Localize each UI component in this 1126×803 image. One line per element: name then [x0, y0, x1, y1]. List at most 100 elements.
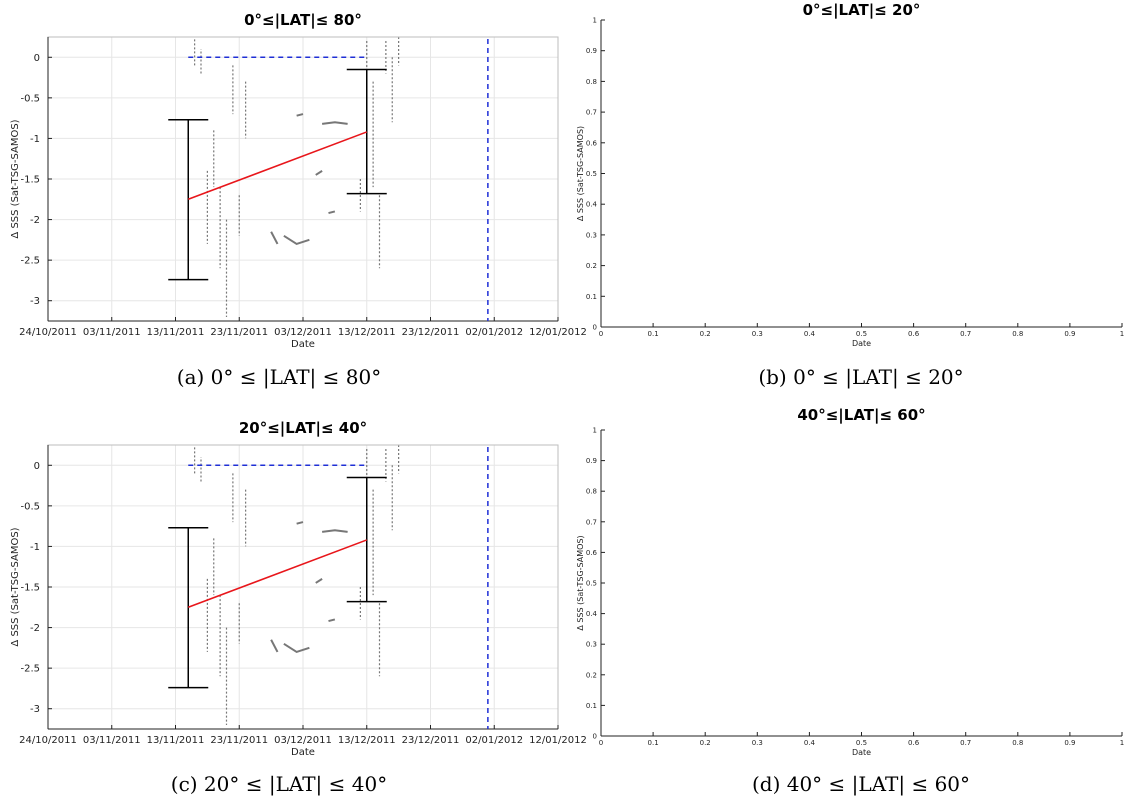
y-tick-label-3: 0.3	[586, 231, 597, 239]
y-tick-label-7: 0.7	[586, 109, 597, 117]
x-tick-label-1: 03/11/2011	[83, 735, 141, 746]
x-tick-label-5: 0.5	[856, 739, 867, 747]
x-tick-label-1: 03/11/2011	[83, 327, 141, 338]
x-axis-label: Date	[291, 747, 315, 758]
y-tick-label-0: 0	[34, 461, 40, 472]
x-tick-label-0: 24/10/2011	[19, 735, 77, 746]
x-tick-label-5: 13/12/2011	[338, 327, 396, 338]
x-tick-label-1: 0.1	[648, 330, 659, 338]
y-tick-label-10: 1	[593, 427, 597, 435]
panel-b: 0 0.1 0.2 0.3 0.4 0.5 0.6 0.7 0.8 0.9 1 0 0.1 0.2 0.3 0…	[576, 1, 1124, 390]
y-tick-label-6: 0.6	[586, 549, 598, 557]
x-tick-label-5: 13/12/2011	[338, 735, 396, 746]
y-axis-label: Δ SSS (Sat-TSG-SAMOS)	[576, 126, 585, 221]
data-cluster-0	[283, 642, 310, 654]
x-tick-label-8: 0.8	[1012, 330, 1023, 338]
y-tick-label-3: -1.5	[20, 583, 40, 594]
y-tick-label-4: 0.4	[586, 201, 598, 209]
data-cluster-4	[328, 618, 336, 623]
x-tick-label-3: 23/11/2011	[210, 735, 268, 746]
data-cluster-5	[270, 639, 279, 653]
y-tick-label-4: -2	[30, 215, 40, 226]
y-tick-label-5: 0.5	[586, 170, 597, 178]
y-tick-label-1: 0.1	[586, 702, 597, 710]
x-tick-label-8: 12/01/2012	[529, 735, 587, 746]
y-tick-label-2: 0.2	[586, 262, 597, 270]
y-tick-label-5: 0.5	[586, 580, 597, 588]
x-tick-label-5: 0.5	[856, 330, 867, 338]
x-tick-label-4: 03/12/2011	[274, 735, 332, 746]
panel-a: 24/10/2011 03/11/2011 13/11/2011 23/11/2011…	[10, 11, 587, 390]
y-tick-label-1: 0.1	[586, 293, 597, 301]
x-tick-label-9: 0.9	[1064, 330, 1075, 338]
trend-line	[187, 131, 368, 201]
y-axis-label: Δ SSS (Sat-TSG-SAMOS)	[576, 535, 585, 630]
y-tick-label-0: 0	[34, 53, 40, 64]
data-cluster-4	[328, 210, 336, 215]
x-tick-label-4: 0.4	[804, 330, 816, 338]
x-tick-label-2: 0.2	[700, 739, 711, 747]
x-tick-label-0: 0	[599, 330, 603, 338]
x-tick-label-3: 0.3	[752, 739, 763, 747]
x-tick-label-2: 13/11/2011	[147, 327, 205, 338]
trend-line	[187, 539, 368, 609]
data-cluster-1	[321, 529, 348, 533]
chart-title: 0°≤|LAT|≤ 80°	[244, 11, 362, 30]
x-tick-label-6: 23/12/2011	[402, 735, 460, 746]
y-tick-label-4: 0.4	[586, 610, 598, 618]
y-tick-label-1: -0.5	[20, 93, 40, 104]
x-tick-label-6: 0.6	[908, 330, 920, 338]
x-tick-label-7: 02/01/2012	[465, 735, 523, 746]
y-tick-label-3: -1.5	[20, 175, 40, 186]
x-tick-label-4: 0.4	[804, 739, 816, 747]
x-tick-label-2: 0.2	[700, 330, 711, 338]
data-points	[194, 445, 400, 725]
x-tick-label-9: 0.9	[1064, 739, 1075, 747]
y-tick-label-8: 0.8	[586, 78, 597, 86]
x-tick-label-0: 0	[599, 739, 603, 747]
x-tick-label-3: 0.3	[752, 330, 763, 338]
x-tick-label-10: 1	[1120, 739, 1124, 747]
chart-title: 20°≤|LAT|≤ 40°	[239, 419, 367, 438]
data-cluster-3	[315, 170, 323, 176]
x-tick-label-8: 12/01/2012	[529, 327, 587, 338]
x-axis-label: Date	[291, 339, 315, 350]
x-tick-label-3: 23/11/2011	[210, 327, 268, 338]
chart-title: 40°≤|LAT|≤ 60°	[797, 406, 925, 425]
data-cluster-3	[315, 578, 323, 584]
y-tick-label-6: 0.6	[586, 139, 598, 147]
x-tick-label-7: 0.7	[960, 330, 971, 338]
y-tick-label-0: 0	[593, 733, 597, 741]
y-tick-label-5: -2.5	[20, 664, 40, 675]
data-cluster-2	[296, 113, 304, 117]
figure-caption: (c) 20° ≤ |LAT| ≤ 40°	[171, 772, 387, 797]
x-tick-label-10: 1	[1120, 330, 1124, 338]
x-axis-label: Date	[852, 339, 871, 348]
x-tick-label-7: 0.7	[960, 739, 971, 747]
data-cluster-2	[296, 521, 304, 525]
x-tick-label-0: 24/10/2011	[19, 327, 77, 338]
y-tick-label-2: -1	[30, 134, 40, 145]
data-cluster-0	[283, 234, 310, 246]
y-tick-label-3: 0.3	[586, 641, 597, 649]
y-axis-label: Δ SSS (Sat-TSG-SAMOS)	[10, 527, 21, 646]
panel-d: 0 0.1 0.2 0.3 0.4 0.5 0.6 0.7 0.8 0.9 1 0 0.1 0.2 0.3 0…	[576, 406, 1124, 797]
y-tick-label-4: -2	[30, 623, 40, 634]
y-axis-label: Δ SSS (Sat-TSG-SAMOS)	[10, 119, 21, 238]
data-cluster-1	[321, 121, 348, 125]
y-tick-label-6: -3	[30, 296, 40, 307]
chart-title: 0°≤|LAT|≤ 20°	[803, 1, 921, 20]
y-tick-label-2: -1	[30, 542, 40, 553]
data-cluster-5	[270, 231, 279, 245]
y-tick-label-10: 1	[593, 17, 597, 25]
y-tick-label-9: 0.9	[586, 457, 597, 465]
figure-caption: (a) 0° ≤ |LAT| ≤ 80°	[177, 365, 381, 390]
figure-caption: (b) 0° ≤ |LAT| ≤ 20°	[758, 365, 963, 390]
x-tick-label-1: 0.1	[648, 739, 659, 747]
x-axis-label: Date	[852, 748, 871, 757]
y-tick-label-8: 0.8	[586, 488, 597, 496]
x-tick-label-6: 0.6	[908, 739, 920, 747]
y-tick-label-6: -3	[30, 704, 40, 715]
x-tick-label-7: 02/01/2012	[465, 327, 523, 338]
